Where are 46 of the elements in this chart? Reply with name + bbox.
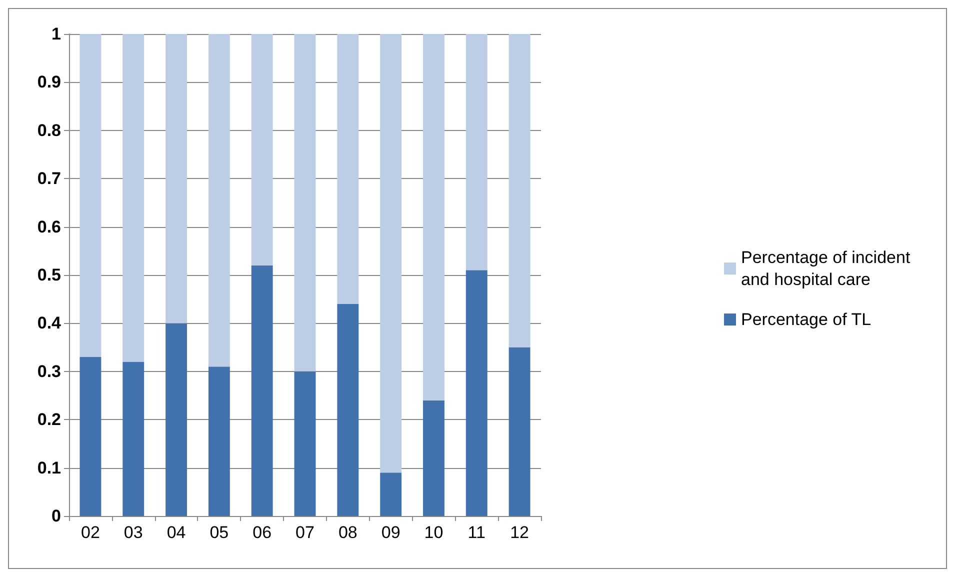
bar <box>337 34 359 304</box>
y-tick-label: 0.9 <box>37 72 61 92</box>
bar <box>80 34 102 357</box>
x-tick-label: 11 <box>468 523 486 542</box>
bar <box>294 34 316 372</box>
y-tick-label: 0.6 <box>37 217 61 236</box>
bar <box>208 366 230 516</box>
bar <box>166 323 187 516</box>
bar <box>466 270 488 516</box>
x-tick-label: 09 <box>381 523 400 542</box>
x-tick-label: 05 <box>210 523 229 542</box>
x-tick-label: 07 <box>296 523 314 542</box>
x-tick-label: 10 <box>424 523 444 542</box>
y-tick-label: 0.1 <box>37 458 61 478</box>
y-tick-label: 0.4 <box>37 314 62 333</box>
x-tick-label: 12 <box>510 523 530 542</box>
y-tick-label: 1 <box>52 24 61 44</box>
bar <box>380 34 402 473</box>
bar <box>508 34 530 348</box>
bar <box>122 34 144 362</box>
bar <box>80 356 102 516</box>
y-tick-label: 0.2 <box>37 410 61 430</box>
x-tick-label: 04 <box>166 523 186 542</box>
bar <box>208 34 230 367</box>
bar <box>423 400 444 516</box>
y-tick-label: 0.3 <box>37 362 61 381</box>
bar <box>166 34 187 324</box>
bar <box>122 362 144 516</box>
bar <box>508 347 530 516</box>
legend-label: Percentage of incident and hospital care <box>741 248 915 289</box>
bar <box>466 34 488 270</box>
bar <box>251 265 273 516</box>
y-tick-label: 0.5 <box>37 266 61 284</box>
legend-label: Percentage of TL <box>741 310 872 329</box>
y-tick-label: 0.8 <box>37 120 61 140</box>
x-tick-label: 02 <box>80 523 100 542</box>
y-tick-label: 0.7 <box>37 169 61 188</box>
x-tick-label: 08 <box>338 523 358 542</box>
y-tick-label: 0 <box>52 506 61 526</box>
bar <box>337 304 359 516</box>
x-tick-label: 06 <box>252 523 272 542</box>
x-tick-label: 03 <box>124 523 143 542</box>
bar <box>423 34 444 400</box>
bar <box>380 472 402 516</box>
bar <box>294 371 316 516</box>
bar <box>251 34 273 266</box>
